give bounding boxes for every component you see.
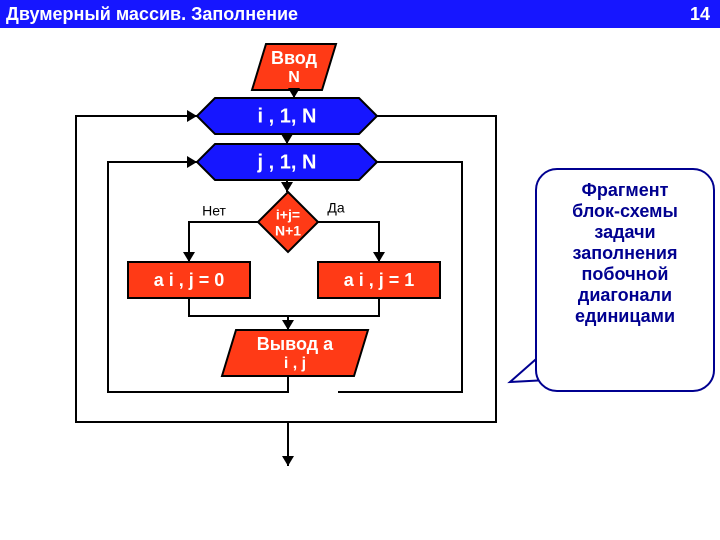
callout-line: блок-схемы [545,201,705,222]
svg-text:a i , j = 0: a i , j = 0 [154,270,225,290]
callout-line: задачи [545,222,705,243]
svg-text:Вывод a: Вывод a [257,334,334,354]
svg-text:Ввод: Ввод [271,48,318,68]
callout-line: Фрагмент [545,180,705,201]
svg-text:Да: Да [327,200,344,216]
callout-line: диагонали [545,285,705,306]
callout-caption: Фрагмент блок-схемы задачи заполнения по… [535,168,715,392]
svg-text:Нет: Нет [202,203,226,219]
callout-line: заполнения [545,243,705,264]
callout-line: побочной [545,264,705,285]
svg-text:i+j=: i+j= [276,207,300,223]
callout-line: единицами [545,306,705,327]
svg-text:a i , j = 1: a i , j = 1 [344,270,415,290]
svg-text:i , 1, N: i , 1, N [258,105,317,127]
svg-text:i , j: i , j [284,355,306,372]
svg-text:j , 1, N: j , 1, N [257,151,317,173]
svg-text:N: N [288,69,300,86]
svg-text:N+1: N+1 [275,223,301,239]
